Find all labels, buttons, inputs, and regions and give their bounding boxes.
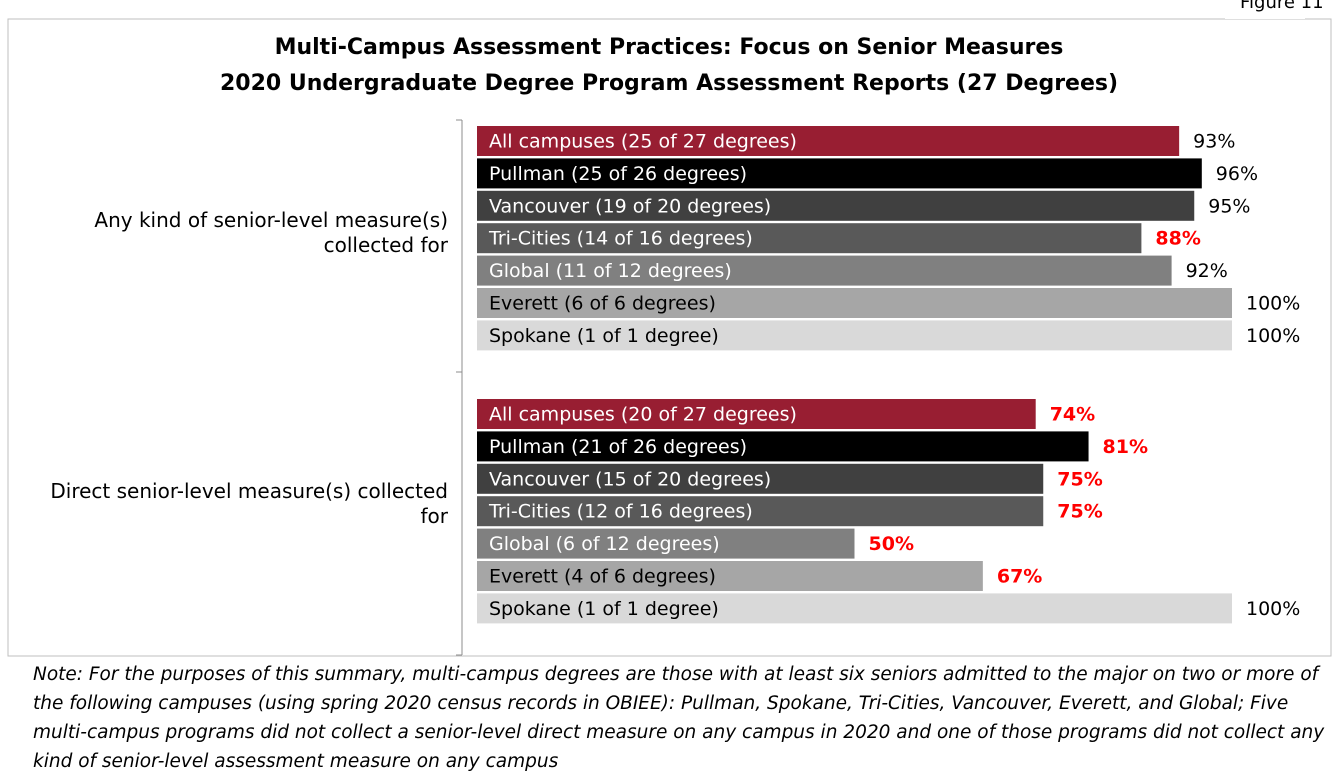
- bar-label: Tri-Cities (14 of 16 degrees): [488, 228, 753, 250]
- value-label: 74%: [1050, 404, 1095, 426]
- bar: [477, 561, 983, 591]
- chart-border: [7, 18, 1332, 657]
- bar-label: Pullman (21 of 26 degrees): [489, 436, 747, 458]
- value-label: 95%: [1208, 195, 1250, 217]
- bar-label: Spokane (1 of 1 degree): [489, 598, 719, 620]
- bar: [477, 496, 1044, 527]
- bar: [477, 528, 855, 559]
- bar-label: Pullman (25 of 26 degrees): [489, 163, 747, 185]
- category-label: Direct senior-level measure(s) collected…: [50, 479, 448, 528]
- bar-label: Vancouver (19 of 20 degrees): [489, 195, 771, 217]
- bar: [477, 399, 1036, 429]
- figure-label: Figure 11: [1240, 0, 1324, 13]
- category-label: Any kind of senior-level measure(s) coll…: [94, 208, 448, 257]
- value-label: 75%: [1057, 501, 1102, 523]
- bar: [477, 288, 1232, 318]
- value-label: 96%: [1216, 163, 1258, 185]
- bar: [477, 463, 1044, 494]
- value-label: 92%: [1186, 260, 1228, 282]
- bar-label: Vancouver (15 of 20 degrees): [489, 468, 771, 490]
- value-label: 100%: [1246, 293, 1300, 315]
- label-backdrop: [1225, 0, 1305, 19]
- value-label: 67%: [997, 566, 1042, 588]
- bar: [477, 320, 1232, 351]
- bar: [477, 255, 1172, 286]
- bar-label: Spokane (1 of 1 degree): [489, 325, 719, 347]
- bar-label: Everett (4 of 6 degrees): [489, 566, 716, 588]
- bar: [477, 431, 1089, 462]
- bar-label: All campuses (20 of 27 degrees): [489, 404, 797, 426]
- chart-subtitle: 2020 Undergraduate Degree Program Assess…: [220, 71, 1118, 96]
- bar-label: All campuses (25 of 27 degrees): [489, 131, 797, 153]
- value-label: 50%: [869, 533, 914, 555]
- value-label: 93%: [1193, 131, 1235, 153]
- bar: [477, 593, 1232, 624]
- value-label: 88%: [1155, 228, 1200, 250]
- value-label: 81%: [1103, 436, 1148, 458]
- bar-label: Everett (6 of 6 degrees): [489, 293, 716, 315]
- bar-label: Tri-Cities (12 of 16 degrees): [488, 501, 753, 523]
- value-label: 100%: [1246, 325, 1300, 347]
- bar: [477, 223, 1142, 254]
- value-label: 75%: [1057, 468, 1102, 490]
- bar-label: Global (11 of 12 degrees): [489, 260, 732, 282]
- note: Note: For the purposes of this summary, …: [33, 664, 1325, 772]
- value-label: 100%: [1246, 598, 1300, 620]
- bar-label: Global (6 of 12 degrees): [489, 533, 720, 555]
- bar: [477, 190, 1195, 221]
- bar: [477, 158, 1202, 189]
- chart-title: Multi-Campus Assessment Practices: Focus…: [275, 35, 1064, 60]
- bar: [477, 126, 1180, 156]
